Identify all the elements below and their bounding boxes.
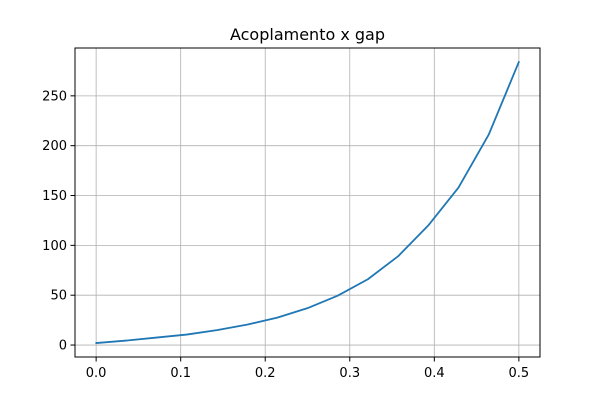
x-tick-label: 0.5 [509,366,530,381]
x-tick-label: 0.2 [255,366,276,381]
x-tick-label: 0.4 [424,366,445,381]
y-tick-label: 50 [50,289,67,304]
series-line [95,61,520,344]
plot-frame [74,47,541,358]
x-tick-label: 0.1 [170,366,191,381]
y-tick-label: 150 [42,189,67,204]
x-tick-label: 0.0 [86,366,107,381]
y-tick-label: 200 [42,139,67,154]
y-tick-label: 0 [59,339,67,354]
y-tick-label: 100 [42,239,67,254]
grid-lines [75,48,540,357]
x-tick-label: 0.3 [339,366,360,381]
chart-title: Acoplamento x gap [230,25,385,44]
y-axis: 0 50 100 150 200 250 [42,89,75,354]
y-tick-label: 250 [42,89,67,104]
series-layer [95,61,520,344]
x-axis: 0.0 0.1 0.2 0.3 0.4 0.5 [86,357,529,381]
